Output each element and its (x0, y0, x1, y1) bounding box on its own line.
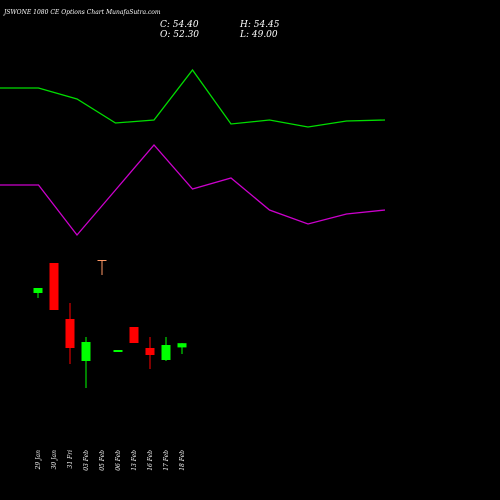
x-tick-label: 06 Feb (115, 450, 122, 471)
x-tick-label: 18 Feb (179, 450, 186, 471)
candle-body (65, 319, 75, 348)
candle-body (49, 263, 59, 310)
candle-body (81, 342, 91, 361)
candle-body (33, 288, 43, 293)
x-tick-label: 05 Feb (99, 450, 106, 471)
ohlc-label: C: 54.40 (160, 20, 199, 30)
x-tick-label: 31 Fri (67, 450, 74, 469)
candle-body (113, 350, 123, 352)
ohlc-label: L: 49.00 (239, 30, 278, 40)
x-tick-label: 16 Feb (147, 450, 154, 471)
ohlc-label: H: 54.45 (239, 20, 280, 30)
indicator-line (0, 144, 386, 237)
x-tick-label: 03 Feb (83, 450, 90, 471)
candle-body (177, 343, 187, 348)
x-tick-label: 17 Feb (163, 450, 170, 471)
x-tick-label: 29 Jan (35, 450, 42, 471)
x-tick-label: 30 Jan (51, 450, 58, 470)
ohlc-label: O: 52.30 (160, 30, 199, 40)
candle-body (129, 327, 139, 343)
x-tick-label: 13 Feb (131, 450, 138, 471)
indicator-line (0, 68, 386, 128)
chart-title: JSWONE 1080 CE Options Chart MunafaSutra… (2, 9, 161, 16)
candle-body (161, 345, 171, 360)
candle-body (97, 260, 107, 261)
candle-body (145, 348, 155, 355)
